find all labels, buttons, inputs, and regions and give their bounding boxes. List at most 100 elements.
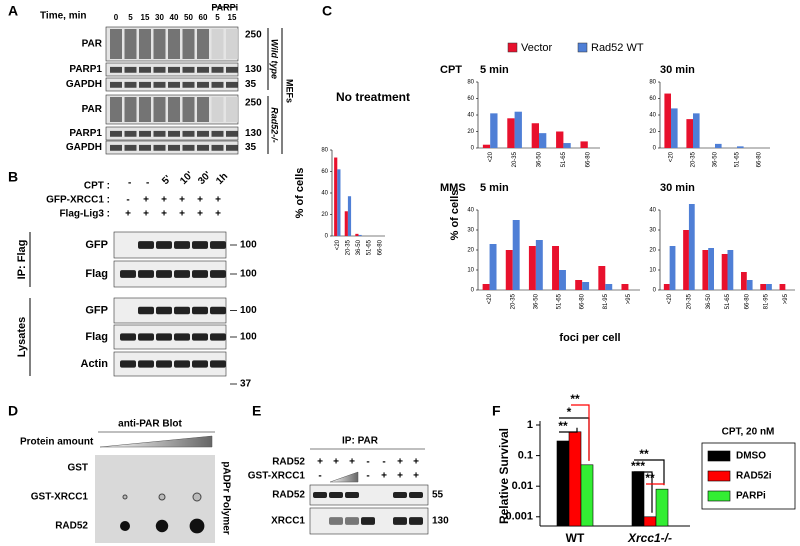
bar — [727, 250, 734, 290]
genotype-label: Rad52-/- — [270, 107, 280, 143]
blot-title: IP: PAR — [342, 436, 379, 447]
bar — [563, 143, 571, 148]
marker-label: 100 — [240, 305, 257, 316]
row-label: RAD52 — [272, 490, 305, 501]
lane-label: 40 — [170, 13, 179, 22]
bar — [334, 157, 338, 236]
lane-symbol: + — [197, 195, 203, 206]
lane-symbol: - — [128, 178, 131, 189]
lane-symbol: - — [382, 457, 385, 468]
blot-band — [192, 270, 208, 278]
lane-symbol: + — [317, 457, 323, 468]
blot-band — [210, 333, 226, 341]
blot-band — [211, 81, 224, 88]
x-tick-label: 51-65 — [725, 293, 731, 309]
x-tick-label: 20-35 — [687, 293, 693, 309]
blot-band — [138, 360, 154, 368]
blot-band — [174, 241, 190, 249]
dot — [122, 494, 128, 500]
bar — [683, 230, 689, 290]
significance-label: *** — [631, 459, 645, 473]
y-tick-label: 0.01 — [512, 480, 533, 492]
blot-band — [138, 306, 154, 315]
blot-band — [211, 130, 224, 137]
row-label: GFP — [85, 304, 108, 316]
legend-label: Rad52 WT — [591, 42, 644, 54]
y-tick-label: 10 — [649, 268, 656, 274]
bar — [482, 284, 490, 290]
bar — [779, 284, 786, 290]
bar — [598, 266, 606, 290]
significance-bracket — [571, 404, 590, 461]
blot-band — [345, 517, 359, 525]
blot-band — [182, 66, 195, 73]
dot — [192, 492, 202, 502]
bar — [746, 280, 753, 290]
bar — [507, 118, 515, 148]
blot-band — [110, 144, 122, 151]
y-tick-label: 40 — [649, 208, 656, 214]
blot-band — [192, 333, 208, 341]
blot-band — [156, 306, 172, 315]
blot-band — [210, 241, 226, 249]
legend-swatch — [707, 470, 731, 482]
blot-band — [120, 360, 136, 368]
blot-band — [124, 29, 137, 59]
blot-band — [210, 270, 226, 278]
marker-label: 35 — [245, 79, 257, 90]
bar — [559, 270, 566, 290]
legend-label: PARPi — [736, 491, 766, 502]
lane-symbol: + — [143, 209, 149, 220]
x-tick-label: 66-80 — [585, 151, 591, 167]
blot-band — [361, 517, 375, 525]
row-label: PARP1 — [69, 64, 102, 75]
lane-symbol: + — [215, 195, 221, 206]
lane-symbol: + — [197, 209, 203, 220]
row-label: GST — [67, 463, 88, 474]
blot-band — [168, 29, 180, 59]
blot-band — [110, 97, 122, 122]
x-tick-label: 20-35 — [691, 151, 697, 167]
blot-band — [153, 97, 166, 122]
blot-band — [153, 66, 166, 73]
blot-band — [110, 66, 122, 73]
significance-bracket — [646, 483, 665, 486]
bar — [337, 169, 341, 236]
group-label: Lysates — [16, 317, 28, 358]
y-tick-label: 10 — [467, 268, 474, 274]
lane-symbol: + — [413, 471, 419, 482]
lane-symbol: + — [179, 209, 185, 220]
lane-symbol: + — [333, 457, 339, 468]
marker-label: 100 — [240, 240, 257, 251]
bar — [490, 113, 498, 148]
x-tick-label: WT — [566, 531, 585, 545]
blot-band — [168, 81, 180, 88]
marker-label: 130 — [432, 516, 449, 527]
y-axis-label: % of cells — [449, 190, 461, 241]
bar — [514, 111, 522, 148]
blot-header: Time, min — [40, 11, 87, 22]
y-tick-label: 0.1 — [518, 450, 533, 462]
blot-band — [156, 270, 172, 278]
blot-band — [197, 66, 209, 73]
y-tick-label: 20 — [321, 212, 328, 218]
blot-band — [182, 29, 195, 59]
chart-title: 30 min — [660, 182, 695, 194]
significance-label: ** — [639, 447, 649, 461]
blot-band — [120, 333, 136, 341]
bar — [358, 234, 362, 236]
chart-title: No treatment — [336, 90, 410, 104]
y-tick-label: 40 — [467, 208, 474, 214]
marker-label: 250 — [245, 98, 262, 109]
x-tick-label: 66-80 — [757, 151, 763, 167]
bar — [721, 254, 728, 290]
condition-label: RAD52 — [272, 457, 305, 468]
row-label: PAR — [82, 104, 103, 115]
bar — [556, 131, 564, 148]
x-tick-label: 51-65 — [557, 293, 563, 309]
significance-bracket — [634, 471, 653, 513]
blot-band — [210, 360, 226, 368]
amount-gradient — [329, 471, 359, 483]
marker-label: 55 — [432, 490, 444, 501]
